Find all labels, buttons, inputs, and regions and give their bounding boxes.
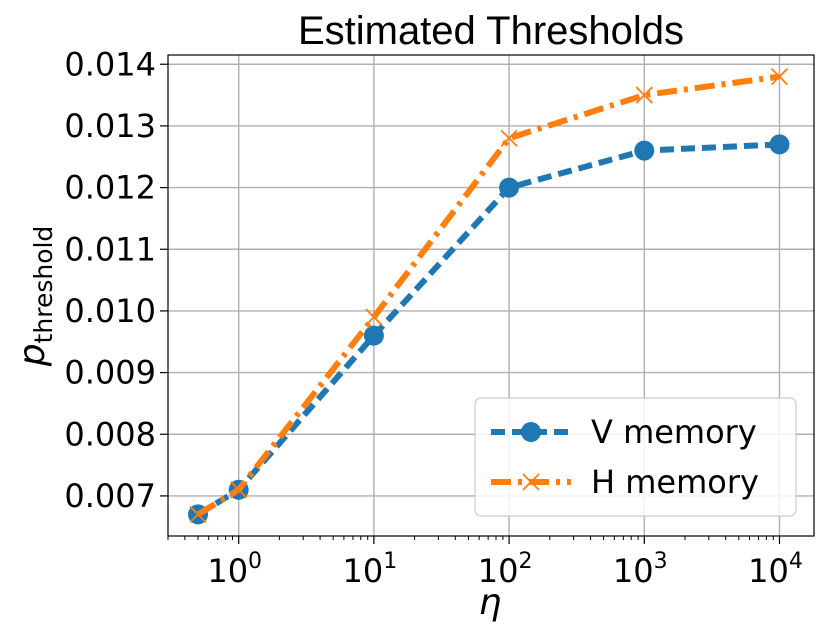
x-tick-label: 102	[478, 549, 533, 590]
x-tick-base: 10	[207, 552, 248, 590]
x-tick-label: 103	[613, 549, 668, 590]
marker-stroke	[635, 86, 653, 104]
legend-marker	[521, 422, 541, 442]
data-point-h-memory	[500, 129, 518, 147]
data-point-v-memory	[499, 177, 520, 198]
y-tick-label: 0.008	[64, 415, 156, 453]
data-point-v-memory	[634, 140, 655, 161]
data-point-h-memory	[230, 481, 248, 499]
y-tick-label: 0.014	[64, 45, 156, 83]
data-point-h-memory	[770, 67, 789, 86]
y-tick-label: 0.007	[64, 477, 156, 515]
y-tick-label: 0.012	[64, 169, 156, 207]
data-point-h-memory	[635, 86, 653, 104]
series-line-v-memory	[196, 141, 780, 517]
legend-label: H memory	[591, 463, 759, 501]
x-axis-label: η	[479, 582, 502, 623]
y-tick-label: 0.009	[64, 354, 156, 392]
y-tick-label: 0.010	[64, 292, 156, 330]
x-tick-exponent: 3	[654, 549, 668, 574]
x-tick-exponent: 0	[248, 549, 262, 574]
x-tick-label: 104	[748, 549, 803, 590]
x-tick-label: 100	[207, 549, 262, 590]
x-tick-exponent: 2	[518, 549, 532, 574]
marker-stroke	[365, 308, 383, 326]
y-tick-label: 0.013	[64, 107, 156, 145]
x-tick-label: 101	[343, 549, 398, 590]
x-tick-exponent: 1	[383, 549, 397, 574]
marker-stroke	[230, 481, 248, 499]
data-point-h-memory	[365, 308, 383, 326]
y-axis-label-sub: threshold	[29, 226, 58, 344]
plot-frame	[167, 54, 815, 537]
x-tick-base: 10	[478, 552, 519, 590]
x-tick-base: 10	[343, 552, 384, 590]
legend-label: V memory	[591, 413, 757, 451]
y-tick-label: 0.011	[64, 230, 156, 268]
x-tick-base: 10	[613, 552, 654, 590]
data-point-h-memory	[189, 505, 207, 524]
marker-stroke	[770, 67, 789, 86]
data-point-v-memory	[769, 134, 790, 155]
marker-stroke	[522, 473, 540, 491]
legend-marker	[522, 473, 540, 491]
y-axis-label-main: p	[12, 343, 53, 367]
ticks-layer: 0.007 0.008 0.009 0.010 0.011 0.012 0.013 0.014…	[64, 45, 802, 590]
legend-box	[474, 397, 797, 517]
marker-stroke	[500, 129, 518, 147]
x-tick-base: 10	[748, 552, 789, 590]
y-axis-label: pthreshold	[12, 226, 58, 368]
marker-stroke	[189, 505, 207, 524]
data-point-v-memory	[363, 325, 384, 346]
series-line-h-memory	[196, 73, 780, 517]
x-tick-exponent: 4	[789, 549, 803, 574]
series-layer	[187, 67, 790, 525]
chart-title: Estimated Thresholds	[298, 9, 684, 53]
legend: V memory H memory	[474, 397, 797, 517]
svg-text:pthreshold: pthreshold	[12, 226, 58, 368]
